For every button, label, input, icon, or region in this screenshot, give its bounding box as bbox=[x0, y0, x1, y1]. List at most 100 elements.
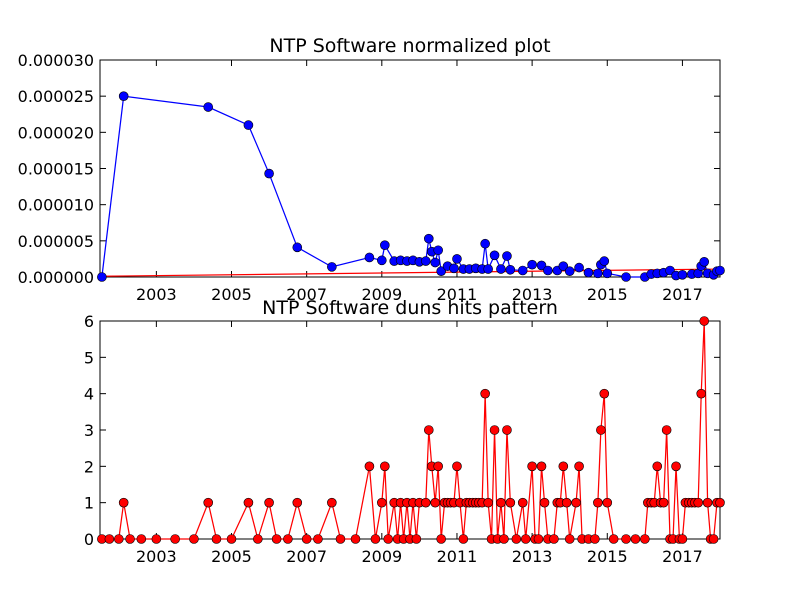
bottom-data-point bbox=[489, 425, 500, 435]
bottom-data-point bbox=[411, 534, 422, 544]
bottom-data-point bbox=[708, 534, 719, 544]
top-data-point bbox=[118, 91, 129, 101]
bottom-x-tick-label: 2013 bbox=[512, 547, 553, 566]
top-data-point bbox=[583, 267, 594, 278]
bottom-data-point bbox=[253, 534, 263, 544]
top-chart-frame bbox=[99, 59, 721, 278]
top-y-tick-label: 0.000030 bbox=[18, 51, 94, 70]
top-series-line bbox=[101, 95, 721, 278]
bottom-data-point bbox=[271, 534, 282, 544]
bottom-data-point bbox=[226, 534, 237, 544]
bottom-data-point bbox=[335, 534, 346, 544]
bottom-data-point bbox=[436, 534, 446, 544]
top-data-point bbox=[543, 265, 553, 276]
bottom-data-point bbox=[118, 497, 129, 508]
bottom-data-point bbox=[423, 425, 434, 435]
top-y-tick-label: 0.000005 bbox=[18, 232, 94, 251]
top-data-point bbox=[602, 268, 613, 279]
bottom-chart: NTP Software duns hits pattern 2003 2005 2… bbox=[84, 297, 725, 566]
top-y-tick-label: 0.000010 bbox=[18, 196, 94, 215]
top-data-point bbox=[480, 238, 490, 249]
bottom-data-point bbox=[517, 497, 528, 508]
bottom-data-point bbox=[301, 534, 312, 544]
bottom-chart-title: NTP Software duns hits pattern bbox=[262, 297, 558, 319]
top-chart-series bbox=[97, 91, 725, 282]
bottom-data-point bbox=[458, 534, 469, 544]
top-chart-ticks: 2003 2005 2007 2009 2011 2013 2015 2017 0.000000… bbox=[18, 51, 720, 304]
bottom-data-point bbox=[136, 534, 147, 544]
top-data-point bbox=[483, 264, 493, 274]
bottom-x-tick-label: 2009 bbox=[361, 547, 402, 566]
bottom-data-point bbox=[561, 497, 572, 508]
top-x-tick-label: 2011 bbox=[437, 285, 478, 304]
bottom-data-point bbox=[211, 534, 222, 544]
bottom-data-point bbox=[520, 534, 531, 544]
top-x-tick-label: 2015 bbox=[587, 285, 628, 304]
bottom-data-point bbox=[151, 534, 162, 544]
bottom-data-point bbox=[602, 497, 613, 508]
top-x-tick-label: 2003 bbox=[136, 285, 177, 304]
bottom-data-point bbox=[596, 425, 606, 435]
bottom-data-point bbox=[630, 534, 641, 544]
top-y-tick-label: 0.000015 bbox=[18, 160, 94, 179]
bottom-data-point bbox=[113, 534, 124, 544]
bottom-data-point bbox=[480, 388, 490, 399]
bottom-data-point bbox=[608, 534, 619, 544]
top-data-point bbox=[505, 264, 516, 275]
bottom-data-point bbox=[104, 534, 115, 544]
bottom-data-point bbox=[671, 461, 681, 472]
top-data-point bbox=[699, 257, 710, 267]
bottom-x-tick-label: 2007 bbox=[286, 547, 327, 566]
top-data-point bbox=[380, 240, 390, 250]
bottom-data-point bbox=[699, 316, 710, 326]
top-data-point bbox=[292, 242, 303, 253]
bottom-data-point bbox=[483, 497, 493, 508]
bottom-data-point bbox=[370, 534, 381, 544]
bottom-data-point bbox=[652, 461, 663, 472]
bottom-data-point bbox=[292, 497, 303, 508]
top-data-point bbox=[243, 120, 254, 130]
bottom-x-tick-label: 2015 bbox=[587, 547, 628, 566]
bottom-y-tick-label: 6 bbox=[84, 312, 94, 331]
bottom-data-point bbox=[599, 388, 610, 399]
top-data-point bbox=[593, 268, 603, 279]
bottom-y-tick-label: 1 bbox=[84, 494, 94, 513]
bottom-data-point bbox=[593, 497, 603, 508]
bottom-data-point bbox=[590, 534, 600, 544]
bottom-data-point bbox=[264, 497, 274, 508]
bottom-data-point bbox=[702, 497, 713, 508]
top-y-tick-label: 0.000025 bbox=[18, 87, 94, 106]
top-data-point bbox=[502, 251, 512, 261]
top-data-point bbox=[327, 262, 337, 272]
bottom-data-point bbox=[377, 497, 387, 508]
bottom-data-point bbox=[283, 534, 293, 544]
bottom-data-point bbox=[533, 534, 544, 544]
bottom-data-point bbox=[511, 534, 522, 544]
bottom-y-tick-label: 5 bbox=[84, 348, 94, 367]
top-x-tick-label: 2017 bbox=[662, 285, 703, 304]
top-data-point bbox=[433, 245, 443, 256]
bottom-data-point bbox=[433, 461, 443, 472]
top-data-point bbox=[496, 264, 506, 274]
top-x-tick-label: 2009 bbox=[361, 285, 402, 304]
top-data-point bbox=[677, 270, 688, 280]
bottom-data-point bbox=[452, 461, 462, 472]
bottom-data-point bbox=[693, 497, 704, 508]
top-data-point bbox=[527, 259, 537, 270]
bottom-data-point bbox=[420, 497, 431, 508]
bottom-chart-ticks: 2003 2005 2007 2009 2011 2013 2015 2017 0 1 2 3 4 5 6 bbox=[84, 312, 720, 566]
bottom-data-point bbox=[564, 534, 575, 544]
top-data-point bbox=[621, 272, 631, 282]
bottom-data-point bbox=[505, 497, 516, 508]
bottom-data-point bbox=[502, 425, 512, 435]
bottom-data-point bbox=[499, 534, 509, 544]
top-data-point bbox=[517, 265, 528, 276]
bottom-data-point bbox=[364, 461, 375, 472]
bottom-data-point bbox=[571, 497, 581, 508]
bottom-data-point bbox=[203, 497, 214, 508]
top-data-point bbox=[536, 260, 547, 271]
top-data-point bbox=[564, 266, 575, 277]
bottom-data-point bbox=[313, 534, 323, 544]
bottom-x-tick-label: 2017 bbox=[662, 547, 703, 566]
bottom-data-point bbox=[380, 461, 390, 472]
